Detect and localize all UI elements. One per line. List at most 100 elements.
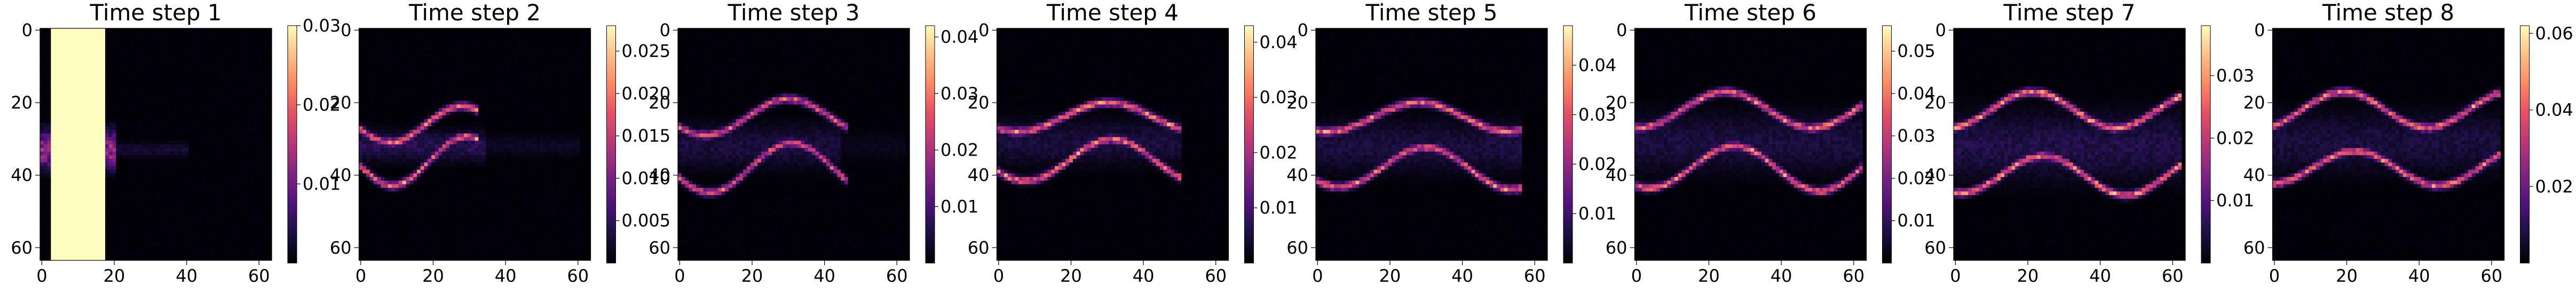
heatmap-cell — [243, 90, 247, 94]
heatmap-cell — [138, 166, 141, 170]
heatmap-cell — [134, 87, 138, 90]
heatmap-cell — [250, 119, 254, 123]
heatmap-cell — [207, 177, 210, 181]
heatmap-cell — [105, 79, 109, 83]
heatmap-cell — [131, 242, 135, 246]
heatmap-cell — [170, 141, 174, 144]
heatmap-cell — [257, 90, 261, 94]
heatmap-cell — [120, 39, 123, 43]
heatmap-cell — [199, 43, 203, 47]
heatmap-cell — [141, 155, 145, 159]
heatmap-cell — [73, 28, 76, 32]
heatmap-cell — [174, 155, 178, 159]
heatmap-cell — [87, 61, 91, 65]
heatmap-cell — [250, 148, 254, 152]
heatmap-cell — [232, 137, 235, 141]
heatmap-cell — [109, 159, 113, 163]
heatmap-cell — [69, 61, 73, 65]
heatmap-cell — [196, 253, 200, 257]
heatmap-cell — [185, 228, 188, 231]
heatmap-cell — [254, 130, 257, 134]
heatmap-cell — [232, 87, 235, 90]
heatmap-cell — [156, 130, 160, 134]
heatmap-cell — [98, 134, 102, 137]
heatmap-cell — [113, 242, 116, 246]
heatmap-cell — [83, 68, 87, 72]
heatmap-cell — [73, 203, 76, 206]
heatmap-cell — [196, 126, 200, 130]
heatmap-cell — [239, 122, 243, 126]
heatmap-cell — [145, 199, 149, 203]
heatmap-cell — [254, 177, 257, 181]
heatmap-cell — [188, 159, 192, 163]
heatmap-cell — [105, 155, 109, 159]
heatmap-cell — [58, 235, 62, 239]
heatmap-cell — [232, 246, 235, 250]
heatmap-cell — [65, 119, 69, 123]
heatmap-cell — [54, 213, 58, 217]
heatmap-cell — [261, 166, 265, 170]
heatmap-cell — [131, 53, 135, 57]
heatmap-cell — [167, 101, 170, 105]
heatmap-cell — [51, 224, 54, 228]
heatmap-cell — [127, 36, 131, 40]
heatmap-cell — [207, 61, 210, 65]
heatmap-cell — [178, 36, 181, 40]
heatmap-cell — [247, 119, 250, 123]
heatmap-cell — [80, 246, 84, 250]
heatmap-cell — [148, 112, 152, 115]
heatmap-cell — [264, 68, 268, 72]
heatmap-cell — [80, 220, 84, 224]
heatmap-cell — [134, 250, 138, 253]
heatmap-cell — [254, 83, 257, 87]
heatmap-cell — [210, 250, 214, 253]
heatmap-cell — [196, 238, 200, 242]
heatmap-cell — [141, 79, 145, 83]
heatmap-cell — [247, 104, 250, 108]
heatmap-cell — [178, 137, 181, 141]
heatmap-cell — [98, 141, 102, 144]
heatmap-cell — [156, 163, 160, 166]
heatmap-cell — [148, 184, 152, 188]
heatmap-cell — [141, 203, 145, 206]
heatmap-cell — [109, 184, 113, 188]
heatmap-cell — [167, 72, 170, 75]
heatmap-cell — [76, 169, 80, 173]
heatmap-cell — [257, 53, 261, 57]
heatmap-cell — [221, 246, 225, 250]
heatmap-cell — [167, 203, 170, 206]
heatmap-cell — [181, 126, 185, 130]
heatmap-cell — [250, 94, 254, 97]
heatmap-cell — [163, 246, 167, 250]
heatmap-cell — [257, 119, 261, 123]
heatmap-cell — [199, 163, 203, 166]
heatmap-cell — [145, 97, 149, 101]
heatmap-cell — [145, 90, 149, 94]
heatmap-cell — [141, 90, 145, 94]
heatmap-cell — [192, 87, 196, 90]
heatmap-cell — [73, 191, 76, 195]
heatmap-cell — [228, 235, 232, 239]
heatmap-cell — [51, 134, 54, 137]
heatmap-cell — [243, 53, 247, 57]
heatmap-cell — [178, 163, 181, 166]
heatmap-cell — [196, 115, 200, 119]
heatmap-cell — [58, 148, 62, 152]
heatmap-cell — [167, 87, 170, 90]
heatmap-cell — [54, 53, 58, 57]
heatmap-cell — [138, 28, 141, 32]
heatmap-cell — [87, 57, 91, 61]
heatmap-cell — [163, 213, 167, 217]
heatmap-cell — [105, 87, 109, 90]
heatmap-cell — [80, 90, 84, 94]
heatmap-cell — [196, 75, 200, 79]
heatmap-cell — [243, 108, 247, 112]
heatmap-cell — [116, 173, 120, 177]
heatmap-cell — [80, 65, 84, 68]
heatmap-cell — [156, 97, 160, 101]
heatmap-cell — [91, 28, 94, 32]
heatmap-cell — [235, 238, 239, 242]
heatmap-cell — [152, 188, 156, 191]
heatmap-cell — [109, 115, 113, 119]
heatmap-cell — [116, 112, 120, 115]
